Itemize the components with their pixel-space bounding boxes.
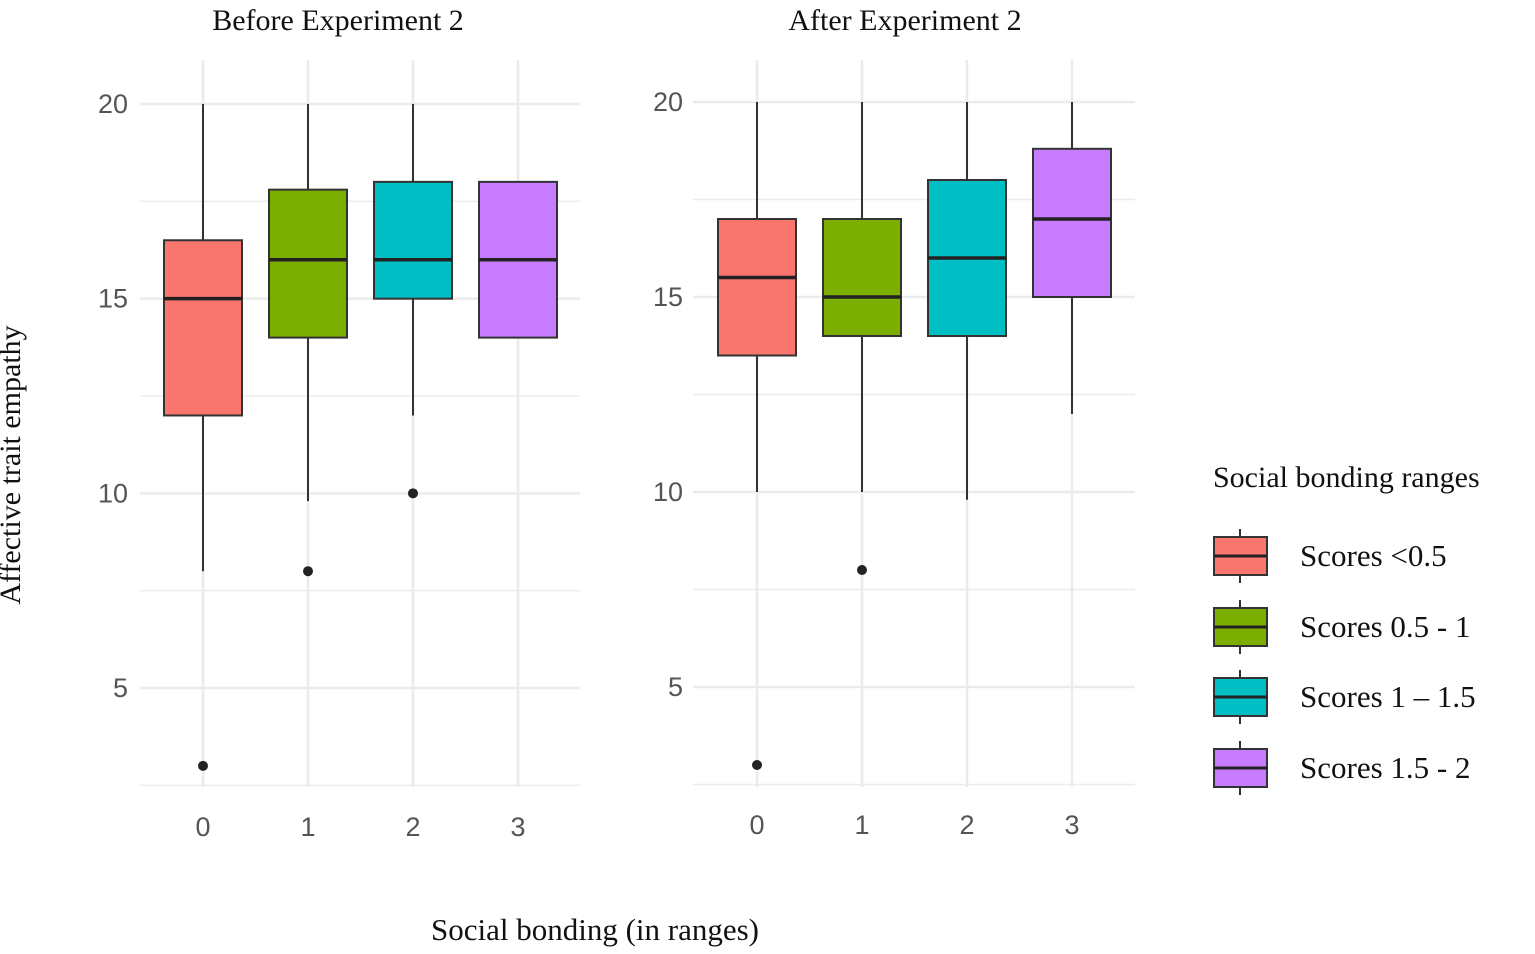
y-tick-label: 10 bbox=[98, 478, 128, 508]
outlier-point bbox=[198, 760, 208, 771]
y-tick-label: 10 bbox=[653, 477, 683, 507]
box-1 bbox=[822, 102, 902, 575]
outlier-point bbox=[303, 566, 313, 577]
legend-key-0 bbox=[1213, 529, 1268, 583]
y-tick-label: 5 bbox=[113, 673, 128, 703]
legend-label-3: Scores 1.5 - 2 bbox=[1300, 750, 1470, 785]
box-body bbox=[373, 180, 453, 300]
box-2 bbox=[373, 104, 453, 499]
legend-label-0: Scores <0.5 bbox=[1300, 538, 1447, 573]
legend-label-2: Scores 1 – 1.5 bbox=[1300, 679, 1476, 714]
legend-key-1 bbox=[1213, 600, 1268, 654]
y-tick-label: 5 bbox=[668, 672, 683, 702]
box-0 bbox=[163, 104, 243, 771]
y-tick-label: 15 bbox=[653, 282, 683, 312]
x-tick-label: 1 bbox=[854, 810, 869, 840]
panel-title: After Experiment 2 bbox=[788, 4, 1021, 37]
outlier-point bbox=[857, 565, 867, 575]
legend-key-3 bbox=[1213, 741, 1268, 795]
y-axis-label: Affective trait empathy bbox=[0, 325, 27, 604]
panel-after: After Experiment 2 5 10 15 20 0 1 2 3 bbox=[653, 4, 1135, 840]
box-3 bbox=[478, 180, 558, 339]
y-tick-label: 15 bbox=[98, 284, 128, 314]
legend-label-1: Scores 0.5 - 1 bbox=[1300, 609, 1470, 644]
outlier-point bbox=[408, 488, 418, 499]
x-tick-label: 0 bbox=[195, 812, 210, 842]
panel-before: Before Experiment 2 5 10 15 20 0 1 2 3 bbox=[98, 4, 580, 842]
legend: Social bonding ranges Scores <0.5 Scores … bbox=[1213, 461, 1480, 795]
y-tick-label: 20 bbox=[98, 89, 128, 119]
box-2 bbox=[927, 102, 1007, 500]
x-axis-label: Social bonding (in ranges) bbox=[431, 912, 759, 947]
box-1 bbox=[268, 104, 348, 577]
box-body bbox=[163, 239, 243, 417]
y-tick-label: 20 bbox=[653, 87, 683, 117]
x-tick-label: 1 bbox=[300, 812, 315, 842]
box-3 bbox=[1032, 102, 1112, 414]
x-tick-label: 2 bbox=[405, 812, 420, 842]
x-tick-label: 2 bbox=[959, 810, 974, 840]
box-body bbox=[717, 218, 797, 357]
x-tick-label: 3 bbox=[1064, 810, 1079, 840]
box-0 bbox=[717, 102, 797, 770]
legend-key-2 bbox=[1213, 670, 1268, 724]
x-tick-label: 3 bbox=[510, 812, 525, 842]
box-body bbox=[1032, 147, 1112, 298]
box-body bbox=[822, 218, 902, 337]
box-body bbox=[268, 188, 348, 339]
x-tick-label: 0 bbox=[749, 810, 764, 840]
outlier-point bbox=[752, 760, 762, 770]
legend-title: Social bonding ranges bbox=[1213, 461, 1480, 494]
panel-title: Before Experiment 2 bbox=[212, 4, 464, 37]
